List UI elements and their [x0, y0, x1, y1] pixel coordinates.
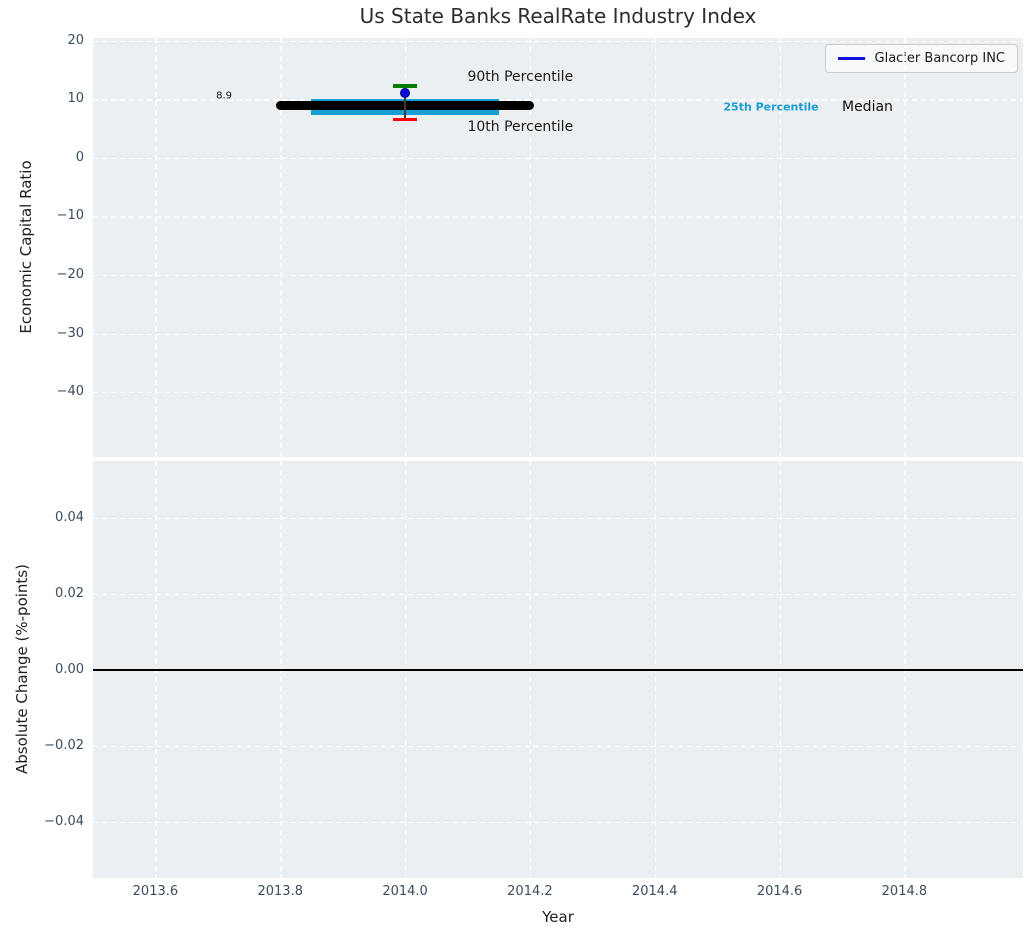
annotation-90th-percentile: 90th Percentile [467, 69, 574, 86]
gridline-vertical [280, 38, 282, 457]
y-tick-label: −0.04 [44, 814, 84, 830]
x-axis-label: Year [542, 908, 574, 926]
y-tick-label: −40 [56, 384, 84, 400]
annotation-25th-percentile: 25th Percentile [723, 100, 819, 114]
annotation-median: Median [841, 98, 893, 115]
x-tick-label: 2014.6 [756, 884, 803, 899]
gridline-horizontal [93, 746, 1023, 748]
y-tick-label: −10 [56, 208, 84, 224]
y-axis-label-top: Economic Capital Ratio [17, 160, 35, 334]
gridline-vertical [155, 38, 157, 457]
x-tick-label: 2014.2 [507, 884, 553, 899]
gridline-horizontal [93, 99, 1023, 101]
panel-absolute-change [93, 461, 1023, 878]
zero-line [93, 669, 1023, 671]
y-tick-label: 20 [67, 32, 84, 48]
y-tick-label: −30 [56, 325, 84, 341]
company-point [399, 87, 411, 99]
panel-economic-capital-ratio: Glacier Bancorp INC 8.9 90th Percentile 10… [93, 38, 1023, 457]
gridline-horizontal [93, 157, 1023, 160]
gridline-horizontal [93, 40, 1023, 43]
gridline-horizontal [93, 594, 1023, 596]
annotation-10th-percentile: 10th Percentile [467, 118, 574, 135]
x-tick-label: 2014.0 [382, 884, 428, 899]
gridline-horizontal [93, 275, 1023, 277]
gridline-vertical [405, 38, 407, 457]
y-tick-label: 0.00 [55, 662, 84, 678]
y-tick-label: −0.02 [44, 738, 84, 754]
gridline-vertical [904, 38, 906, 457]
gridline-horizontal [93, 333, 1023, 335]
legend: Glacier Bancorp INC [824, 44, 1018, 73]
gridline-vertical [529, 38, 532, 457]
y-tick-label: 0.02 [55, 586, 84, 602]
y-tick-label: 10 [67, 91, 84, 107]
legend-line [837, 57, 865, 60]
x-tick-label: 2013.8 [257, 884, 303, 899]
whisker-line [404, 85, 406, 120]
annotation-8-9: 8.9 [216, 90, 233, 102]
x-tick-label: 2014.8 [881, 884, 928, 899]
p10-cap [393, 118, 418, 121]
p90-cap [393, 84, 418, 88]
x-tick-label: 2013.6 [132, 884, 179, 899]
gridline-horizontal [93, 216, 1023, 218]
gridline-vertical [779, 38, 781, 457]
y-tick-label: 0.04 [55, 510, 84, 526]
y-tick-label: −20 [56, 267, 84, 282]
gridline-vertical [654, 38, 657, 457]
gridline-horizontal [93, 518, 1023, 520]
gridline-horizontal [93, 392, 1023, 394]
y-tick-label: 0 [75, 149, 84, 165]
chart-title: Us State Banks RealRate Industry Index [359, 4, 757, 28]
gridline-horizontal [93, 822, 1023, 824]
legend-label: Glacier Bancorp INC [874, 51, 1005, 66]
x-tick-label: 2014.4 [631, 884, 678, 899]
